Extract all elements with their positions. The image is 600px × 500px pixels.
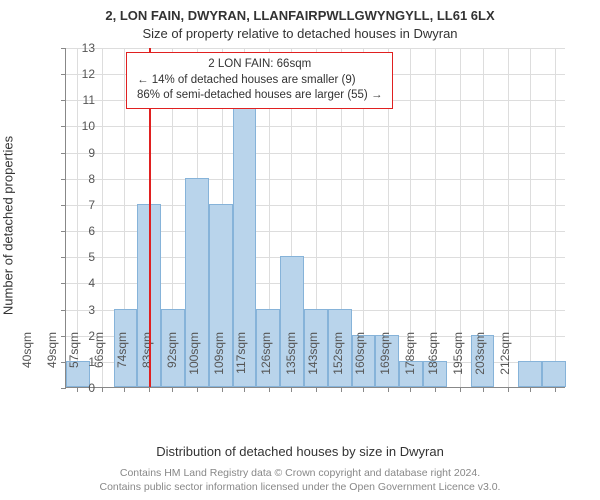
x-tick-label: 49sqm xyxy=(45,332,59,392)
x-tick-label: 117sqm xyxy=(234,332,248,392)
x-tick-label: 178sqm xyxy=(403,332,417,392)
y-tick-label: 13 xyxy=(45,41,95,55)
y-tick-label: 4 xyxy=(45,276,95,290)
x-tick-label: 40sqm xyxy=(20,332,34,392)
x-tick-label: 126sqm xyxy=(259,332,273,392)
y-tick-label: 12 xyxy=(45,67,95,81)
property-callout-box: 2 LON FAIN: 66sqm ← 14% of detached hous… xyxy=(126,52,393,109)
y-tick-label: 9 xyxy=(45,146,95,160)
x-tick-label: 186sqm xyxy=(426,332,440,392)
x-tick-label: 66sqm xyxy=(92,332,106,392)
y-tick-label: 7 xyxy=(45,198,95,212)
chart-title-address: 2, LON FAIN, DWYRAN, LLANFAIRPWLLGWYNGYL… xyxy=(0,8,600,23)
histogram-bar xyxy=(542,361,566,387)
x-tick-label: 57sqm xyxy=(67,332,81,392)
y-tick-label: 11 xyxy=(45,93,95,107)
x-tick-label: 160sqm xyxy=(353,332,367,392)
x-tick-label: 100sqm xyxy=(187,332,201,392)
x-tick-label: 212sqm xyxy=(498,332,512,392)
y-tick-label: 6 xyxy=(45,224,95,238)
callout-title: 2 LON FAIN: 66sqm xyxy=(137,57,382,73)
x-tick-label: 195sqm xyxy=(451,332,465,392)
y-tick-label: 10 xyxy=(45,119,95,133)
callout-larger-line: 86% of semi-detached houses are larger (… xyxy=(137,88,382,104)
y-tick-label: 8 xyxy=(45,172,95,186)
footer-copyright-line2: Contains public sector information licen… xyxy=(0,481,600,493)
chart-title-description: Size of property relative to detached ho… xyxy=(0,26,600,41)
x-tick-label: 143sqm xyxy=(306,332,320,392)
callout-smaller-line: ← 14% of detached houses are smaller (9) xyxy=(137,73,382,89)
y-tick-label: 5 xyxy=(45,250,95,264)
x-tick-label: 203sqm xyxy=(473,332,487,392)
footer-copyright-line1: Contains HM Land Registry data © Crown c… xyxy=(0,467,600,479)
x-tick-label: 83sqm xyxy=(140,332,154,392)
x-tick-label: 169sqm xyxy=(378,332,392,392)
x-tick-label: 74sqm xyxy=(115,332,129,392)
y-tick-label: 3 xyxy=(45,303,95,317)
histogram-bar xyxy=(518,361,542,387)
chart-container: 2, LON FAIN, DWYRAN, LLANFAIRPWLLGWYNGYL… xyxy=(0,0,600,500)
x-tick-label: 135sqm xyxy=(284,332,298,392)
x-tick-label: 92sqm xyxy=(165,332,179,392)
x-tick-label: 109sqm xyxy=(212,332,226,392)
x-tick-label: 152sqm xyxy=(331,332,345,392)
x-axis-label: Distribution of detached houses by size … xyxy=(0,444,600,459)
